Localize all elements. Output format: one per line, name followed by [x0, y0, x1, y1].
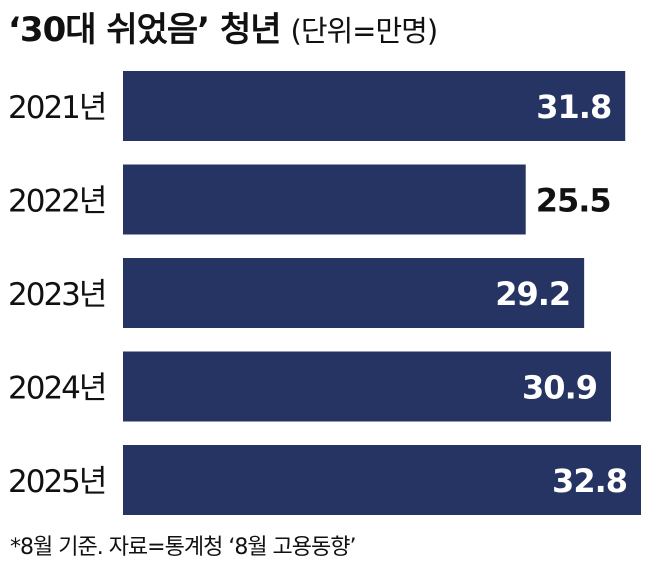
chart-title: ‘30대 쉬었음’ 청년 [8, 10, 281, 50]
value-label: 31.8 [536, 88, 611, 126]
value-label: 25.5 [536, 182, 611, 220]
bar [123, 71, 626, 141]
bar [123, 258, 585, 328]
bar [123, 164, 526, 235]
category-label: 2023년 [8, 277, 105, 313]
category-label: 2022년 [8, 184, 105, 220]
source-note: *8월 기준. 자료=통계청 ‘8월 고용동향’ [10, 535, 357, 560]
value-label: 29.2 [495, 275, 570, 313]
value-label: 32.8 [552, 462, 627, 500]
category-label: 2021년 [8, 90, 105, 126]
bar [123, 445, 641, 515]
chart-title-block: ‘30대 쉬었음’ 청년 (단위=만명) [8, 4, 439, 62]
bar [123, 351, 611, 422]
value-label: 30.9 [522, 369, 597, 407]
unit-label: (단위=만명) [290, 14, 439, 48]
bars-group: 2021년 31.8 2022년 25.5 2023년 29.2 2024년 30.9 2025… [8, 71, 641, 515]
category-label: 2025년 [8, 464, 105, 500]
category-label: 2024년 [8, 371, 105, 407]
